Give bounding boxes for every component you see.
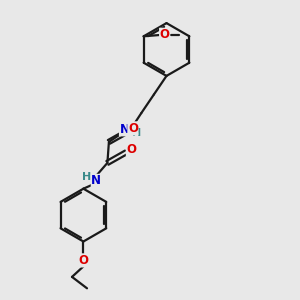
Text: O: O xyxy=(128,122,138,135)
Text: O: O xyxy=(160,28,170,41)
Text: N: N xyxy=(119,123,130,136)
Text: O: O xyxy=(78,254,88,267)
Text: N: N xyxy=(91,174,101,188)
Text: O: O xyxy=(126,143,136,156)
Text: H: H xyxy=(82,172,91,182)
Text: H: H xyxy=(132,128,141,138)
